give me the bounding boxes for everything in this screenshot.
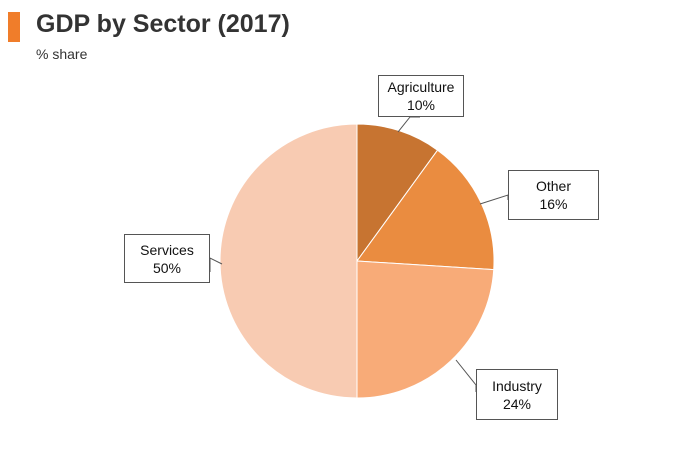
callout-other-label: Other: [535, 178, 571, 194]
pie-slice-other: [356, 149, 495, 271]
title-accent-bar: [8, 12, 20, 42]
pie-slices: [219, 123, 495, 399]
leader-services: [209, 257, 223, 272]
callout-agriculture-label: Agriculture: [387, 79, 455, 95]
callout-other-value: 16%: [539, 196, 568, 212]
callout-services-value: 50%: [152, 260, 182, 276]
callout-other: Other 16%: [508, 170, 599, 220]
callout-services: Services 50%: [124, 234, 210, 283]
callout-industry-label: Industry: [492, 378, 542, 394]
callout-industry-value: 24%: [502, 396, 532, 412]
leader-agriculture: [397, 116, 420, 133]
chart-title: GDP by Sector (2017): [36, 10, 290, 38]
chart-subtitle: % share: [36, 46, 88, 62]
pie-slice-industry: [356, 260, 495, 399]
leader-industry: [455, 359, 477, 392]
callout-industry: Industry 24%: [476, 369, 558, 420]
pie-slice-services: [219, 123, 358, 399]
callout-agriculture-value: 10%: [406, 97, 436, 113]
leader-other: [479, 194, 509, 205]
callout-agriculture: Agriculture 10%: [378, 75, 464, 117]
callout-services-label: Services: [140, 242, 194, 258]
